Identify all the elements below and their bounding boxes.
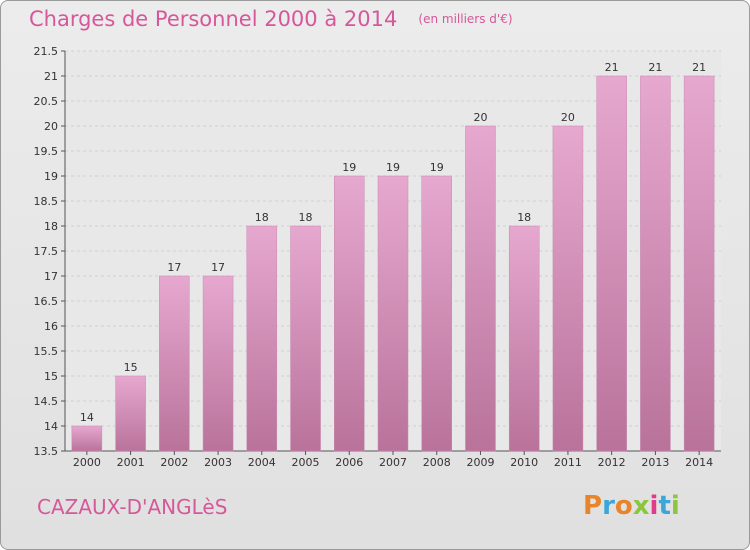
- y-tick-label: 14: [44, 420, 58, 433]
- x-tick-label-2014: 2014: [685, 456, 713, 469]
- y-tick-label: 19.5: [34, 145, 59, 158]
- data-label-2008: 19: [430, 161, 444, 174]
- y-tick-label: 15: [44, 370, 58, 383]
- data-label-2004: 18: [255, 211, 269, 224]
- data-label-2012: 21: [605, 61, 619, 74]
- bar-2004: [246, 225, 278, 452]
- data-label-2014: 21: [692, 61, 706, 74]
- logo-letter: t: [658, 491, 671, 521]
- y-tick-label: 18.5: [34, 195, 59, 208]
- bar-2001: [115, 375, 146, 452]
- bar-2005: [290, 225, 321, 452]
- x-tick-label-2001: 2001: [117, 456, 145, 469]
- x-tick-label-2004: 2004: [248, 456, 276, 469]
- x-tick-label-2011: 2011: [554, 456, 582, 469]
- bar-2003: [202, 275, 234, 452]
- x-tick-label-2000: 2000: [73, 456, 101, 469]
- bar-2010: [508, 225, 540, 452]
- data-label-2006: 19: [342, 161, 356, 174]
- y-tick-label: 15.5: [34, 345, 59, 358]
- commune-name: CAZAUX-D'ANGLèS: [37, 495, 228, 519]
- logo-letter: x: [632, 491, 650, 521]
- bar-2000: [71, 425, 103, 452]
- logo-letter: i: [670, 491, 680, 521]
- bar-2012: [596, 75, 627, 452]
- y-tick-label: 17: [44, 270, 58, 283]
- x-tick-label-2007: 2007: [379, 456, 407, 469]
- logo-letter: i: [649, 491, 659, 521]
- bar-2006: [334, 175, 365, 452]
- data-label-2002: 17: [167, 261, 181, 274]
- data-label-2007: 19: [386, 161, 400, 174]
- x-tick-label-2003: 2003: [204, 456, 232, 469]
- chart-unit: (en milliers d'€): [418, 12, 513, 26]
- y-tick-label: 16.5: [34, 295, 59, 308]
- data-label-2010: 18: [517, 211, 531, 224]
- bar-2009: [465, 125, 496, 452]
- title-row: Charges de Personnel 2000 à 2014 (en mil…: [29, 7, 513, 31]
- y-tick-label: 21.5: [34, 45, 59, 58]
- y-tick-label: 17.5: [34, 245, 59, 258]
- x-tick-label-2008: 2008: [423, 456, 451, 469]
- bar-2008: [421, 175, 452, 452]
- data-label-2001: 15: [124, 361, 138, 374]
- y-tick-label: 19: [44, 170, 58, 183]
- chart-title: Charges de Personnel 2000 à 2014: [29, 7, 398, 31]
- x-tick-label-2013: 2013: [641, 456, 669, 469]
- data-label-2011: 20: [561, 111, 575, 124]
- x-tick-label-2005: 2005: [292, 456, 320, 469]
- x-tick-label-2009: 2009: [466, 456, 494, 469]
- y-tick-label: 20: [44, 120, 58, 133]
- y-tick-label: 20.5: [34, 95, 59, 108]
- x-tick-label-2002: 2002: [160, 456, 188, 469]
- bar-2002: [159, 275, 190, 452]
- proxiti-logo: Proxiti: [583, 491, 680, 521]
- data-label-2013: 21: [648, 61, 662, 74]
- data-label-2005: 18: [299, 211, 313, 224]
- x-tick-label-2012: 2012: [598, 456, 626, 469]
- data-label-2009: 20: [473, 111, 487, 124]
- data-label-2000: 14: [80, 411, 94, 424]
- logo-letter: P: [583, 491, 603, 521]
- bar-2011: [552, 125, 584, 452]
- y-tick-label: 14.5: [34, 395, 59, 408]
- y-tick-label: 16: [44, 320, 58, 333]
- y-tick-label: 13.5: [34, 445, 59, 458]
- logo-letter: o: [614, 491, 633, 521]
- bar-2014: [683, 75, 715, 452]
- x-tick-label-2006: 2006: [335, 456, 363, 469]
- bar-2007: [377, 175, 409, 452]
- y-tick-label: 18: [44, 220, 58, 233]
- logo-letter: r: [602, 491, 615, 521]
- y-tick-label: 21: [44, 70, 58, 83]
- data-label-2003: 17: [211, 261, 225, 274]
- bar-2013: [640, 75, 671, 452]
- x-tick-label-2010: 2010: [510, 456, 538, 469]
